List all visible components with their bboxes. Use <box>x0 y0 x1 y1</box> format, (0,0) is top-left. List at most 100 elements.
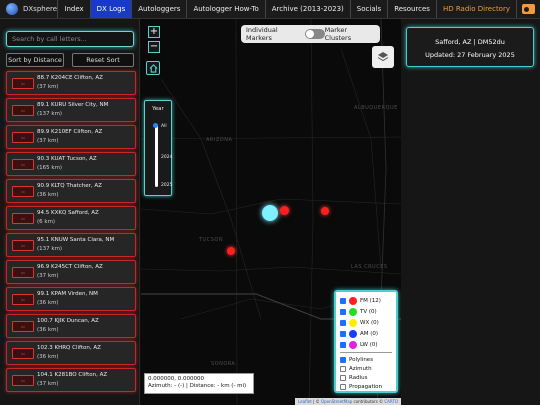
zoom-in-button[interactable]: + <box>148 26 160 38</box>
lw-checkbox[interactable] <box>340 341 346 348</box>
option-radius[interactable]: Radius <box>340 373 392 382</box>
station-logo-icon: ▭ <box>12 186 34 197</box>
station-card[interactable]: ▭ 94.5 KXKQ Safford, AZ (6 km) <box>6 206 136 230</box>
year-slider[interactable] <box>155 124 158 187</box>
station-card[interactable]: ▭ 99.1 KPAM Virden, NM (36 km) <box>6 287 136 311</box>
station-logo-icon: ▭ <box>12 321 34 332</box>
search-input[interactable] <box>6 31 134 47</box>
propagation-checkbox[interactable] <box>340 383 346 390</box>
station-sidebar: Sort by Distance Reset Sort ▭88.7 K204CE… <box>0 19 140 405</box>
station-card[interactable]: ▭ 89.9 K210EF Clifton, AZ (37 km) <box>6 125 136 149</box>
legend-row-wx[interactable]: WX (0) <box>340 317 392 328</box>
nav-resources[interactable]: Resources <box>387 0 436 18</box>
station-distance: (36 km) <box>37 300 59 306</box>
station-card[interactable]: ▭ 89.1 KURU Silver City, NM (137 km) <box>6 98 136 122</box>
nav-dx-logs[interactable]: DX Logs <box>89 0 132 18</box>
station-logo-icon: ▭ <box>12 132 34 143</box>
legend-row-lw[interactable]: LW (0) <box>340 339 392 350</box>
am-label: AM (0) <box>360 330 379 337</box>
nav-index[interactable]: Index <box>57 0 89 18</box>
station-card[interactable]: ▭ 102.3 KHRQ Clifton, AZ (36 km) <box>6 341 136 365</box>
station-card[interactable]: ▭ 96.9 K245CT Clifton, AZ (37 km) <box>6 260 136 284</box>
legend-row-am[interactable]: AM (0) <box>340 328 392 339</box>
station-logo-icon: ▭ <box>12 159 34 170</box>
year-title: Year <box>152 106 164 112</box>
station-distance: (165 km) <box>37 165 63 171</box>
station-card[interactable]: ▭ 104.1 K281BO Clifton, AZ (37 km) <box>6 368 136 392</box>
map-label-tucson: TUCSON <box>199 237 224 243</box>
osm-link[interactable]: OpenStreetMap <box>320 399 353 404</box>
station-title: 104.1 K281BO Clifton, AZ <box>37 372 108 378</box>
tv-checkbox[interactable] <box>340 308 346 315</box>
map-label-albuquerque: ALBUQUERQUE <box>354 105 398 111</box>
station-marker[interactable] <box>227 247 235 255</box>
station-logo-icon: ▭ <box>12 78 34 89</box>
option-propagation[interactable]: Propagation <box>340 382 392 391</box>
map-label-arizona: ARIZONA <box>206 137 233 143</box>
layers-icon[interactable] <box>372 46 394 68</box>
nav-archive[interactable]: Archive (2013-2023) <box>264 0 350 18</box>
station-distance: (37 km) <box>37 381 59 387</box>
wx-checkbox[interactable] <box>340 319 346 326</box>
year-slider-thumb[interactable] <box>153 123 158 128</box>
legend-row-fm[interactable]: FM (12) <box>340 295 392 306</box>
radio-icon[interactable] <box>516 0 540 18</box>
marker-mode-toggle[interactable]: Individual Markers Marker Clusters <box>241 25 380 43</box>
station-title: 89.9 K210EF Clifton, AZ <box>37 129 103 135</box>
station-logo-icon: ▭ <box>12 294 34 305</box>
reset-sort-button[interactable]: Reset Sort <box>72 53 134 67</box>
toggle-switch[interactable] <box>304 29 325 39</box>
tv-label: TV (0) <box>360 308 377 315</box>
lw-dot-icon <box>349 340 357 349</box>
option-polylines[interactable]: Polylines <box>340 355 392 364</box>
fm-checkbox[interactable] <box>340 297 346 304</box>
azimuth-distance-readout: Azimuth: - (-) | Distance: - km (- mi) <box>148 383 247 389</box>
wx-label: WX (0) <box>360 319 379 326</box>
station-title: 89.1 KURU Silver City, NM <box>37 102 109 108</box>
station-card[interactable]: ▭ 88.7 K204CE Clifton, AZ (37 km) <box>6 71 136 95</box>
band-legend: FM (12) TV (0) WX (0) AM (0) LW (0) Poly… <box>334 290 398 393</box>
station-marker[interactable] <box>321 207 329 215</box>
carto-link[interactable]: CARTO <box>384 399 398 404</box>
location-title: Safford, AZ | DM52du <box>435 38 505 46</box>
year-filter-panel: Year All 2024 2025 <box>144 100 172 196</box>
station-distance: (36 km) <box>37 327 59 333</box>
map-view[interactable]: ARIZONA TUCSON ALBUQUERQUE LAS CRUCES SO… <box>141 19 401 405</box>
lw-label: LW (0) <box>360 341 378 348</box>
right-panel: Safford, AZ | DM52du Updated: 27 Februar… <box>401 19 540 405</box>
nav-socials[interactable]: Socials <box>349 0 387 18</box>
station-marker[interactable] <box>280 206 289 215</box>
legend-row-tv[interactable]: TV (0) <box>340 306 392 317</box>
nav-hd-radio-directory[interactable]: HD Radio Directory <box>435 0 516 18</box>
nav-autologgers[interactable]: Autologgers <box>131 0 186 18</box>
option-azimuth[interactable]: Azimuth <box>340 364 392 373</box>
station-distance: (36 km) <box>37 192 59 198</box>
propagation-label: Propagation <box>349 383 382 390</box>
azimuth-checkbox[interactable] <box>340 365 346 372</box>
brand[interactable]: DXsphere <box>0 0 57 18</box>
station-distance: (37 km) <box>37 138 59 144</box>
station-card[interactable]: ▭ 100.7 KJIK Duncan, AZ (36 km) <box>6 314 136 338</box>
globe-logo-icon <box>6 3 18 15</box>
radius-checkbox[interactable] <box>340 374 346 381</box>
coordinates: 0.000000, 0.000000 <box>148 376 204 382</box>
station-card[interactable]: ▭ 95.1 KNUW Santa Clara, NM (137 km) <box>6 233 136 257</box>
station-list: ▭ 88.7 K204CE Clifton, AZ (37 km) ▭ 89.1 KU… <box>6 71 136 395</box>
toggle-label-clusters: Marker Clusters <box>324 26 352 42</box>
home-icon[interactable] <box>146 61 160 75</box>
station-card[interactable]: ▭ 90.9 KLTQ Thatcher, AZ (36 km) <box>6 179 136 203</box>
nav-autologger-how-to[interactable]: Autologger How-To <box>186 0 264 18</box>
station-card[interactable]: ▭ 90.3 KUAT Tucson, AZ (165 km) <box>6 152 136 176</box>
sort-by-distance-button[interactable]: Sort by Distance <box>6 53 64 67</box>
station-title: 90.3 KUAT Tucson, AZ <box>37 156 97 162</box>
station-logo-icon: ▭ <box>12 240 34 251</box>
am-dot-icon <box>349 329 357 338</box>
brand-name: DXsphere <box>23 5 58 13</box>
home-location-marker[interactable] <box>262 205 278 221</box>
fm-dot-icon <box>349 296 357 305</box>
zoom-out-button[interactable]: − <box>148 41 160 53</box>
am-checkbox[interactable] <box>340 330 346 337</box>
polylines-checkbox[interactable] <box>340 356 346 363</box>
leaflet-link[interactable]: Leaflet <box>298 399 312 404</box>
map-attribution: Leaflet | © OpenStreetMap contributors ©… <box>295 398 401 405</box>
